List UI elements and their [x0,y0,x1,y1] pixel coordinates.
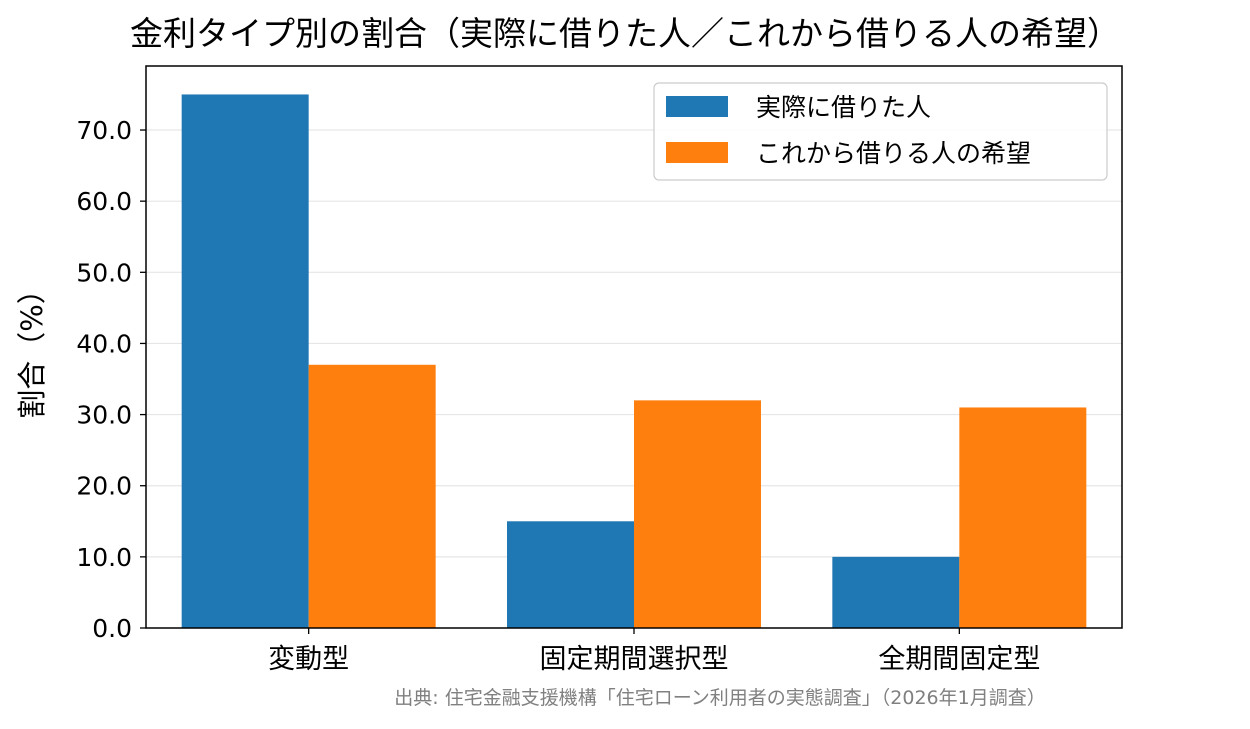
y-tick-label: 0.0 [92,614,132,643]
y-tick-label: 50.0 [76,258,132,287]
legend-label: これから借りる人の希望 [756,139,1031,168]
bar [832,556,960,628]
x-tick-label: 全期間固定型 [878,644,1040,675]
legend-frame [653,82,1108,181]
y-tick-label: 30.0 [76,401,132,430]
bar [308,364,436,628]
y-tick-label: 40.0 [76,329,132,358]
bar [181,94,309,629]
source-note: 出典: 住宅金融支援機構「住宅ローン利用者の実態調査」（2026年1月調査） [394,687,1046,709]
y-tick-label: 20.0 [76,472,132,501]
legend-label: 実際に借りた人 [756,93,931,122]
chart-title: 金利タイプ別の割合（実際に借りた人／これから借りる人の希望） [130,14,1120,53]
bars [181,94,1087,629]
x-tick-label: 変動型 [268,644,349,675]
y-axis-label: 割合（%） [15,275,49,419]
bar [959,407,1087,628]
y-axis: 0.0 10.0 20.0 30.0 40.0 50.0 60.0 70.0 [76,116,146,643]
bar [634,400,761,628]
y-tick-label: 60.0 [76,187,132,216]
x-tick-label: 固定期間選択型 [540,644,729,675]
bar [507,521,634,628]
x-axis: 変動型 固定期間選択型 全期間固定型 [268,628,1040,675]
y-tick-label: 10.0 [76,543,132,572]
legend-swatch [666,96,728,117]
y-tick-label: 70.0 [76,116,132,145]
legend-swatch [666,142,728,163]
